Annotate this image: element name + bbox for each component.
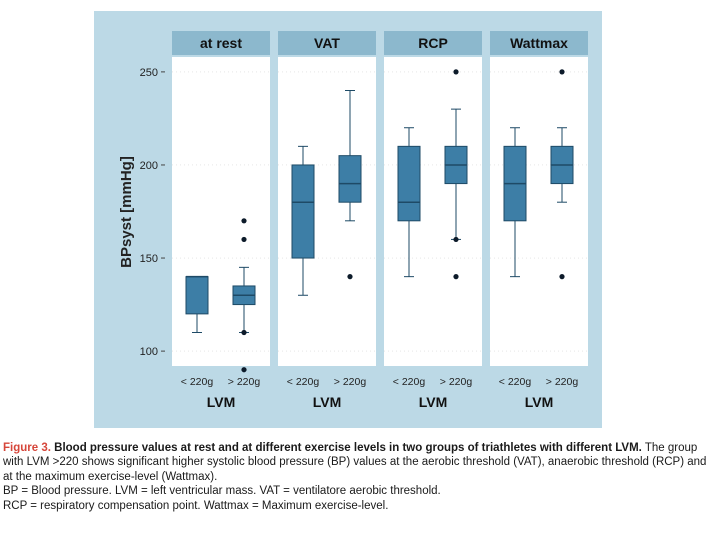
outlier-point: [241, 236, 247, 243]
x-tick-label: > 220g: [546, 376, 579, 388]
panel-title: RCP: [418, 35, 448, 51]
x-axis-label: LVM: [525, 394, 554, 410]
box: [397, 145, 421, 222]
outlier-point: [241, 367, 247, 373]
x-tick-label: > 220g: [334, 376, 367, 388]
caption-abbreviations-2: RCP = respiratory compensation point. Wa…: [3, 499, 389, 512]
outlier-point: [241, 218, 247, 224]
panel-strip: [490, 31, 588, 55]
x-axis-label: LVM: [207, 394, 236, 410]
panel-strip: [384, 31, 482, 55]
panel-title: Wattmax: [510, 35, 568, 51]
panel-strip: [172, 31, 270, 55]
panel-title: at rest: [200, 35, 242, 51]
outlier-point: [559, 274, 565, 280]
caption-main: Figure 3. Blood pressure values at rest …: [3, 441, 709, 484]
y-tick-label: 250: [140, 67, 158, 79]
panel-plot-area: [172, 57, 270, 366]
x-axis-label: LVM: [419, 394, 448, 410]
outlier-point: [559, 69, 565, 75]
box: [338, 155, 362, 203]
y-tick-label: 200: [140, 160, 158, 172]
x-axis-label: LVM: [313, 394, 342, 410]
outlier-point: [453, 274, 459, 280]
caption-title: Blood pressure values at rest and at dif…: [54, 442, 642, 454]
caption-abbreviations-1: BP = Blood pressure. LVM = left ventricu…: [3, 485, 441, 498]
y-tick-label: 100: [140, 346, 158, 358]
caption-label: Figure 3.: [3, 442, 51, 454]
y-axis-label: BPsyst [mmHg]: [118, 156, 135, 268]
box: [185, 276, 209, 315]
x-tick-label: < 220g: [499, 376, 532, 388]
outlier-point: [453, 69, 459, 75]
x-tick-label: < 220g: [393, 376, 426, 388]
y-tick-label: 150: [140, 253, 158, 265]
x-tick-label: > 220g: [228, 376, 261, 388]
panel-title: VAT: [314, 35, 340, 51]
figure-caption: Figure 3. Blood pressure values at rest …: [3, 441, 709, 513]
outlier-point: [453, 236, 459, 243]
caption-body: The group with LVM >220 shows significan…: [3, 442, 707, 483]
x-tick-label: < 220g: [181, 376, 214, 388]
outlier-point: [347, 274, 353, 280]
box: [291, 164, 315, 259]
x-tick-label: > 220g: [440, 376, 473, 388]
panel-strip: [278, 31, 376, 55]
x-tick-label: < 220g: [287, 376, 320, 388]
outlier-point: [241, 329, 247, 336]
